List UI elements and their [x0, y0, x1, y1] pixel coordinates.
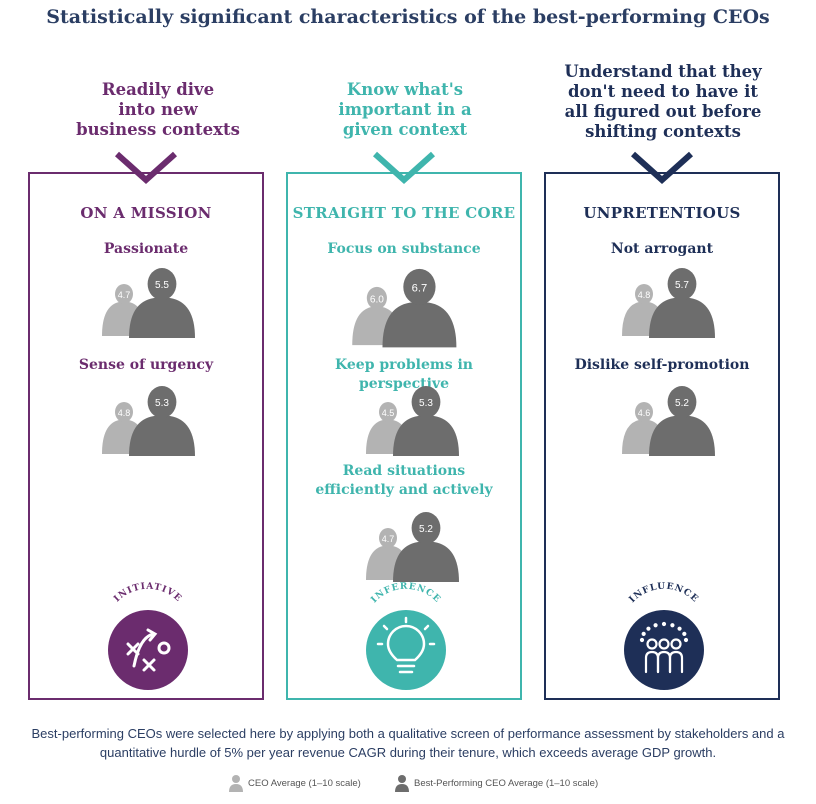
badge-influence: INFLUENCE — [600, 574, 728, 692]
best-performing-value: 5.3 — [155, 398, 169, 409]
badge-label: INFLUENCE — [628, 582, 701, 605]
best-performing-person-icon — [129, 268, 195, 338]
best-performing-person-icon — [129, 386, 195, 456]
best-performing-value: 5.7 — [675, 280, 689, 291]
legend-best-performing: Best-Performing CEO Average (1–10 scale) — [394, 774, 598, 792]
best-performing-person-icon — [649, 268, 715, 338]
trait-label: Read situations efficiently and actively — [315, 463, 493, 498]
group-icon — [639, 621, 689, 674]
footnote: Best-performing CEOs were selected here … — [31, 726, 785, 760]
trait-label: Not arrogant — [610, 241, 714, 257]
person-pair: 4.8 5.7 — [620, 262, 720, 346]
best-performing-value: 6.7 — [412, 282, 428, 294]
badge-label: INFERENCE — [369, 582, 442, 606]
best-performing-person-icon — [382, 268, 457, 348]
ceo-average-value: 4.7 — [382, 534, 395, 544]
column-1-heading: Readily dive into new business contexts — [76, 80, 240, 139]
column-3-heading: Understand that they don't need to have … — [564, 62, 762, 141]
ceo-average-value: 4.7 — [118, 290, 131, 300]
trait-label: Sense of urgency — [78, 357, 214, 373]
section-title: ON A MISSION — [80, 204, 212, 222]
best-performing-person-icon — [649, 386, 715, 456]
ceo-average-value: 4.5 — [382, 408, 395, 418]
badge-inference: INFERENCE — [342, 574, 470, 692]
best-performing-person-icon — [393, 386, 459, 456]
panel-unpretentious: UNPRETENTIOUS Not arrogant 4.8 5.7 Dislik… — [544, 172, 780, 700]
best-performing-value: 5.2 — [675, 398, 689, 409]
person-pair: 4.6 5.2 — [620, 380, 720, 464]
page-title: Statistically significant characteristic… — [46, 6, 770, 28]
chevron-down-icon — [114, 151, 178, 185]
best-performing-value: 5.3 — [419, 398, 433, 409]
ceo-average-value: 4.6 — [638, 408, 651, 418]
badge-initiative: INITIATIVE — [84, 574, 212, 692]
ceo-average-value: 4.8 — [118, 408, 131, 418]
trait-label: Focus on substance — [327, 241, 481, 257]
badge-label: INITIATIVE — [112, 582, 183, 605]
ceo-average-value: 4.8 — [638, 290, 651, 300]
person-pair: 6.0 6.7 — [350, 262, 462, 356]
strategy-play-icon — [126, 628, 171, 672]
lightbulb-icon — [376, 616, 436, 674]
panel-on-a-mission: ON A MISSION Passionate 4.7 5.5 Sense of … — [28, 172, 264, 700]
section-title: STRAIGHT TO THE CORE — [292, 204, 516, 222]
best-performing-value: 5.5 — [155, 280, 169, 291]
person-pair: 4.8 5.3 — [100, 380, 200, 464]
legend-label: Best-Performing CEO Average (1–10 scale) — [414, 777, 599, 789]
trait-label: Dislike self-promotion — [574, 357, 750, 373]
chevron-down-icon — [630, 151, 694, 185]
person-icon — [395, 775, 409, 792]
chevron-down-icon — [372, 151, 436, 185]
person-icon — [229, 775, 243, 792]
person-pair: 4.7 5.2 — [364, 506, 464, 590]
column-2-heading: Know what's important in a given context — [338, 80, 472, 139]
section-title: UNPRETENTIOUS — [583, 204, 741, 222]
legend-label: CEO Average (1–10 scale) — [248, 777, 361, 789]
ceo-average-value: 6.0 — [370, 295, 384, 306]
best-performing-value: 5.2 — [419, 524, 433, 535]
trait-label: Passionate — [103, 241, 189, 257]
person-pair: 4.7 5.5 — [100, 262, 200, 346]
panel-straight-to-the-core: STRAIGHT TO THE CORE Focus on substance … — [286, 172, 522, 700]
legend-ceo-average: CEO Average (1–10 scale) — [228, 774, 361, 792]
best-performing-person-icon — [393, 512, 459, 582]
person-pair: 4.5 5.3 — [364, 380, 464, 464]
